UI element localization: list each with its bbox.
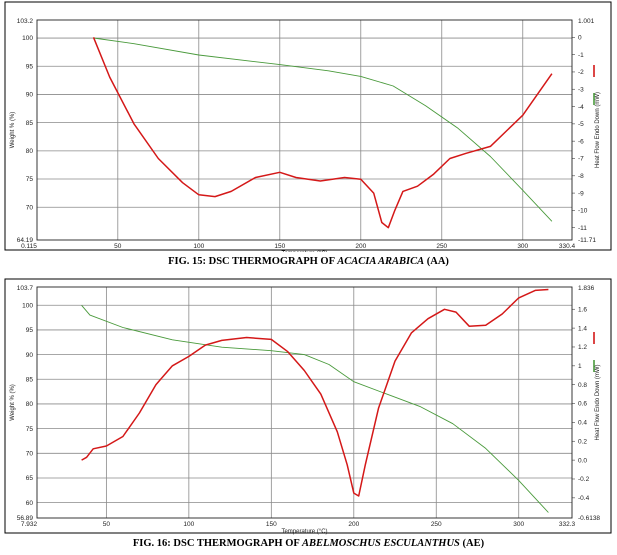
- y-left-axis-label: Weight % (%): [10, 384, 16, 421]
- y-left-max-label: 103.2: [17, 18, 34, 25]
- x-tick-label: 50: [103, 521, 111, 528]
- x-tick-label: 150: [266, 521, 277, 528]
- caption-species: ACACIA ARABICA: [337, 256, 425, 267]
- y-right-min-label: -0.6138: [578, 515, 600, 522]
- y-right-tick-label: -6: [578, 138, 584, 145]
- y-left-tick-label: 80: [26, 401, 34, 408]
- plot-area: [36, 286, 573, 519]
- y-left-tick-label: 65: [26, 475, 34, 482]
- y-right-tick-label: 0.6: [578, 401, 587, 408]
- heat-flow-line: [81, 288, 549, 497]
- y-right-tick-label: -10: [578, 208, 588, 215]
- y-right-tick-label: 1.2: [578, 344, 587, 351]
- y-left-tick-label: 80: [26, 148, 34, 155]
- y-left-tick-label: 70: [26, 204, 34, 211]
- y-right-tick-label: 0.8: [578, 382, 587, 389]
- y-left-tick-label: 100: [22, 35, 33, 42]
- x-tick-label: 100: [183, 521, 194, 528]
- plot-area: [36, 19, 573, 241]
- y-right-tick-label: -3: [578, 86, 584, 93]
- x-min-label: 7.932: [21, 521, 38, 528]
- y-left-axis-label: Weight % (%): [10, 112, 16, 149]
- y-right-tick-label: 0.0: [578, 457, 587, 464]
- y-left-tick-label: 95: [26, 327, 34, 334]
- x-tick-label: 150: [274, 243, 285, 250]
- y-left-tick-label: 75: [26, 176, 34, 183]
- y-right-tick-label: -1: [578, 52, 584, 59]
- x-max-label: 332.3: [559, 521, 576, 528]
- y-right-tick-label: 1.4: [578, 325, 587, 332]
- x-axis-label: Temperature (°C): [281, 529, 327, 535]
- chart-abelmoschus-esculanthus: 50 100 150 200 250 300 60 65 70 75 80 85 90 95 100 -0.4…: [4, 278, 612, 535]
- y-right-tick-label: 0: [578, 35, 582, 42]
- x-tick-label: 250: [431, 521, 442, 528]
- x-tick-label: 300: [517, 243, 528, 250]
- y-right-max-label: 1.001: [578, 18, 595, 25]
- x-tick-label: 300: [513, 521, 524, 528]
- caption-prefix: FIG. 16: DSC THERMOGRAPH OF: [132, 538, 303, 549]
- weight-percent-line: [81, 305, 549, 513]
- x-tick-label: 200: [348, 521, 359, 528]
- figure-frame: [4, 1, 612, 251]
- y-left-max-label: 103.7: [17, 285, 34, 292]
- caption-species: ABELMOSCHUS ESCULANTHUS: [302, 538, 460, 549]
- y-right-tick-label: 1.6: [578, 306, 587, 313]
- y-right-tick-label: -11: [578, 225, 587, 232]
- x-tick-label: 100: [193, 243, 204, 250]
- y-left-min-label: 56.89: [17, 515, 34, 522]
- heat-flow-line: [92, 37, 553, 229]
- y-right-tick-label: 0.2: [578, 438, 587, 445]
- y-right-tick-label: -5: [578, 121, 584, 128]
- y-right-tick-label: 0.4: [578, 420, 587, 427]
- y-right-tick-label: -2: [578, 69, 584, 76]
- y-right-axis-label: Heat Flow Endo Down (mW): [595, 92, 601, 168]
- x-tick-label: 250: [436, 243, 447, 250]
- y-left-min-label: 64.19: [17, 237, 34, 244]
- y-right-tick-label: -0.2: [578, 476, 590, 483]
- x-min-label: 0.115: [21, 243, 37, 250]
- y-left-tick-label: 75: [26, 426, 34, 433]
- weight-percent-line: [93, 37, 553, 222]
- figure-caption: FIG. 15: DSC THERMOGRAPH OF ACACIA ARABI…: [0, 256, 617, 267]
- y-left-tick-label: 95: [26, 63, 34, 70]
- x-tick-label: 200: [355, 243, 366, 250]
- y-right-axis-label: Heat Flow Endo Down (mW): [595, 364, 601, 440]
- caption-suffix: (AE): [459, 538, 485, 549]
- y-left-tick-label: 100: [22, 302, 33, 309]
- caption-prefix: FIG. 15: DSC THERMOGRAPH OF: [168, 256, 338, 267]
- y-left-tick-label: 70: [26, 451, 34, 458]
- y-right-min-label: -11.71: [578, 237, 596, 244]
- figure-frame: [4, 278, 612, 534]
- x-max-label: 330.4: [559, 243, 576, 250]
- caption-suffix: (AA): [424, 256, 449, 267]
- y-left-tick-label: 85: [26, 120, 34, 127]
- y-right-tick-label: -0.4: [578, 495, 590, 502]
- y-right-tick-label: -7: [578, 156, 584, 163]
- y-left-tick-label: 90: [26, 352, 34, 359]
- x-tick-label: 50: [114, 243, 122, 250]
- y-right-tick-label: -9: [578, 190, 584, 197]
- y-right-tick-label: 1: [578, 363, 582, 370]
- y-left-tick-label: 85: [26, 376, 34, 383]
- x-axis-label: Temperature (°C): [281, 251, 327, 252]
- y-right-max-label: 1.836: [578, 285, 595, 292]
- y-left-tick-label: 60: [26, 500, 34, 507]
- chart-acacia-arabica: 50 100 150 200 250 300 70 75 80 85 90 95 100 0 -1 -2 -3 -…: [4, 1, 612, 252]
- y-left-tick-label: 90: [26, 92, 34, 99]
- y-right-tick-label: -8: [578, 173, 584, 180]
- y-right-tick-label: -4: [578, 104, 584, 111]
- figure-caption: FIG. 16: DSC THERMOGRAPH OF ABELMOSCHUS …: [0, 538, 617, 549]
